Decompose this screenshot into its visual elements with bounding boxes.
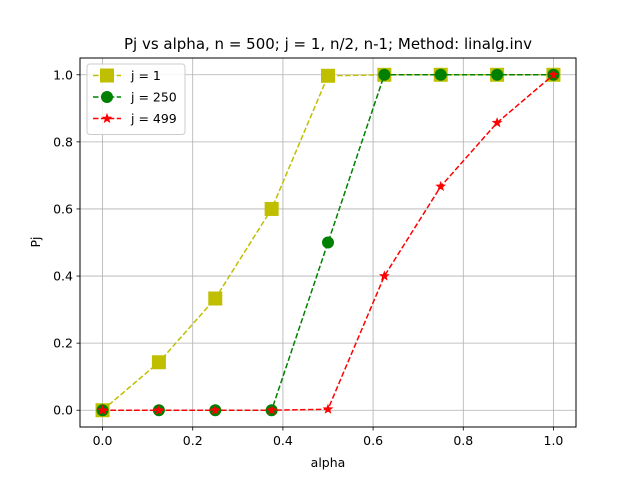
data-point bbox=[264, 201, 279, 216]
data-point bbox=[97, 404, 108, 415]
y-tick-label: 1.0 bbox=[53, 67, 73, 82]
x-tick-label: 0.6 bbox=[363, 433, 383, 448]
y-tick-label: 0.8 bbox=[53, 134, 73, 149]
chart-title: Pj vs alpha, n = 500; j = 1, n/2, n-1; M… bbox=[124, 35, 532, 53]
data-point bbox=[153, 404, 165, 415]
legend-marker bbox=[101, 91, 113, 103]
legend-label: j = 1 bbox=[130, 68, 161, 83]
legend: j = 1 j = 250 j = 499 bbox=[86, 63, 186, 135]
data-point bbox=[378, 68, 391, 81]
data-point bbox=[491, 117, 503, 128]
y-tick-label: 0.2 bbox=[53, 336, 73, 351]
data-point bbox=[208, 291, 223, 306]
series-2 bbox=[97, 69, 559, 415]
x-tick-label: 1.0 bbox=[544, 433, 564, 448]
legend-entry: j = 1 bbox=[93, 68, 161, 83]
legend-entry: j = 499 bbox=[93, 111, 177, 126]
data-point bbox=[491, 68, 504, 81]
legend-marker bbox=[100, 68, 114, 83]
y-axis-label: Pj bbox=[28, 236, 43, 247]
x-tick-label: 0.0 bbox=[93, 433, 113, 448]
data-point bbox=[435, 180, 447, 192]
x-tick-label: 0.2 bbox=[183, 433, 203, 448]
data-point bbox=[378, 270, 390, 281]
data-point bbox=[321, 68, 335, 83]
legend-label: j = 250 bbox=[130, 90, 177, 105]
x-axis-label: alpha bbox=[311, 455, 346, 470]
x-tick-label: 0.8 bbox=[453, 433, 473, 448]
data-point bbox=[322, 403, 334, 414]
x-tick-label: 0.4 bbox=[273, 433, 293, 448]
data-point bbox=[151, 355, 166, 370]
legend-marker bbox=[101, 112, 113, 124]
y-tick-label: 0.0 bbox=[53, 403, 73, 418]
data-point bbox=[266, 404, 278, 415]
data-point bbox=[434, 68, 447, 81]
data-point bbox=[209, 404, 221, 415]
plot-frame bbox=[79, 57, 577, 428]
y-tick-label: 0.6 bbox=[53, 201, 73, 216]
legend-label: j = 499 bbox=[130, 111, 177, 126]
data-point bbox=[548, 69, 559, 80]
y-tick-label: 0.4 bbox=[53, 269, 73, 284]
legend-entry: j = 250 bbox=[93, 90, 177, 105]
data-point bbox=[322, 236, 334, 249]
